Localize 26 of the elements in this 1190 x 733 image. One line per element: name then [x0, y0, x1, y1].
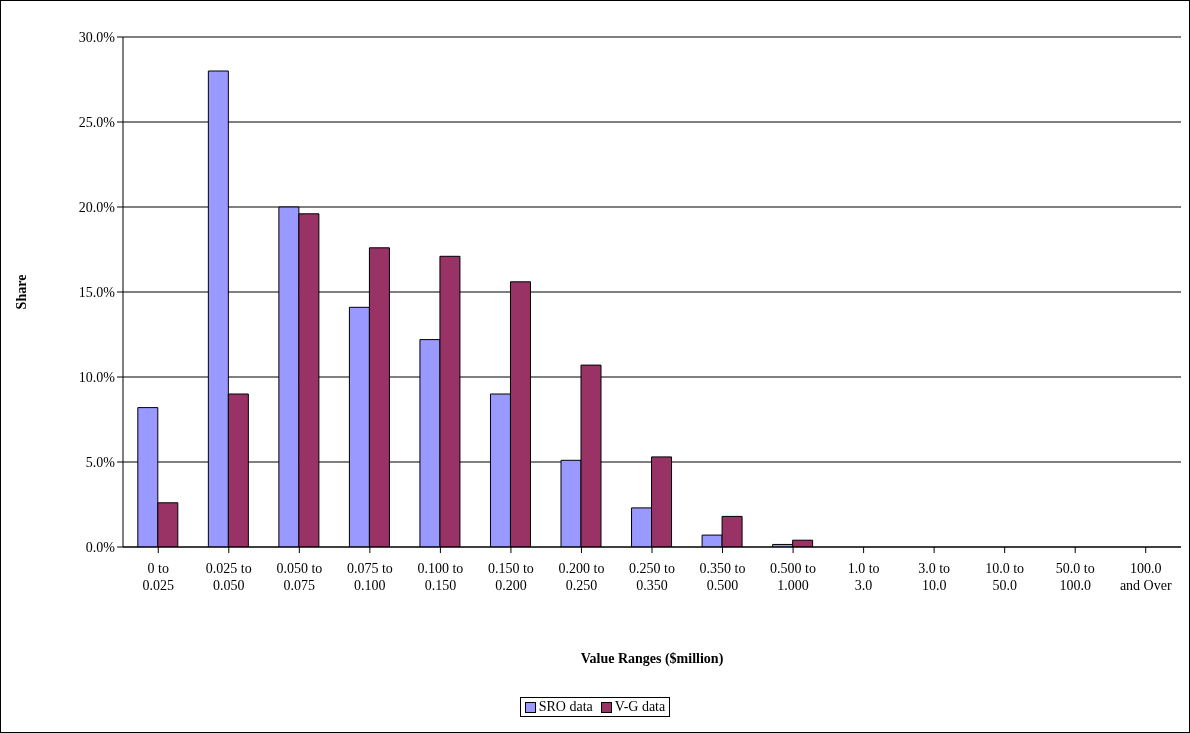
x-tick-label: 10.0 to 50.0 [985, 561, 1025, 593]
x-tick-label: 0.100 to 0.150 [417, 561, 464, 593]
x-tick-label: 0.025 to 0.050 [205, 561, 252, 593]
x-axis-title: Value Ranges ($million) [580, 651, 724, 667]
y-tick-label: 20.0% [78, 199, 116, 215]
y-tick-label: 15.0% [78, 284, 116, 300]
x-tick-label: 0.250 to 0.350 [629, 561, 675, 593]
x-tick-label: 50.0 to 100.0 [1055, 561, 1095, 593]
y-tick-label: 30.0% [78, 29, 116, 45]
x-tick-label: 1.0 to 3.0 [847, 561, 880, 593]
x-tick-label: 100.0 and Over [1119, 561, 1172, 593]
x-tick-label: 0.075 to 0.100 [346, 561, 393, 593]
x-tick-label: 0 to 0.025 [142, 561, 175, 593]
y-axis-title: Share [13, 274, 29, 310]
legend-label: V-G data [614, 699, 666, 715]
y-tick-label: 10.0% [78, 369, 116, 385]
x-tick-label: 0.150 to 0.200 [487, 561, 534, 593]
y-tick-label: 25.0% [78, 114, 116, 130]
x-tick-label: 0.200 to 0.250 [558, 561, 605, 593]
y-tick-label: 0.0% [85, 539, 116, 555]
legend-label: SRO data [538, 699, 593, 715]
x-tick-label: 3.0 to 10.0 [918, 561, 951, 593]
x-tick-label: 0.050 to 0.075 [276, 561, 323, 593]
x-tick-label: 0.350 to 0.500 [699, 561, 746, 593]
y-tick-label: 5.0% [85, 454, 116, 470]
x-tick-label: 0.500 to 1.000 [770, 561, 817, 593]
